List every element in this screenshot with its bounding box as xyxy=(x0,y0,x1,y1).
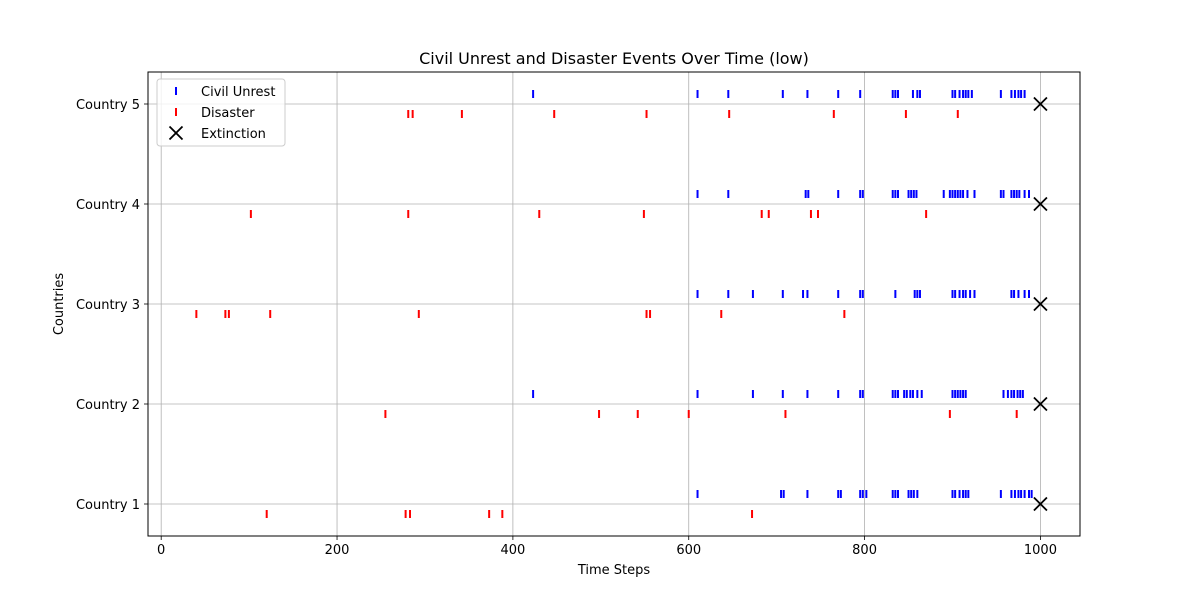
x-tick-label: 800 xyxy=(852,543,877,558)
legend-entry-disaster: Disaster xyxy=(175,106,255,121)
x-tick-label: 0 xyxy=(157,543,165,558)
legend: Civil Unrest Disaster Extinction xyxy=(156,78,286,147)
x-axis-label: Time Steps xyxy=(577,563,651,578)
chart-title: Civil Unrest and Disaster Events Over Ti… xyxy=(419,49,809,68)
legend-swatch xyxy=(168,125,184,141)
y-axis-label: Countries xyxy=(52,273,67,336)
x-tick-label: 1000 xyxy=(1024,543,1057,558)
extinction-marker xyxy=(1033,496,1048,512)
y-tick-label: Country 4 xyxy=(76,198,140,213)
y-tick-label: Country 2 xyxy=(76,398,140,413)
x-tick-label: 400 xyxy=(500,543,525,558)
x-stroke xyxy=(1033,296,1048,312)
legend-box xyxy=(156,78,286,147)
x-stroke xyxy=(1033,96,1048,112)
y-tick-label: Country 1 xyxy=(76,498,140,513)
plot-area xyxy=(195,90,1048,518)
x-stroke xyxy=(1033,396,1048,412)
extinction-marker xyxy=(1033,96,1048,112)
x-axis: 0 200 400 600 800 1000 xyxy=(157,536,1057,558)
x-stroke xyxy=(1033,496,1048,512)
y-tick-label: Country 3 xyxy=(76,298,140,313)
legend-label: Disaster xyxy=(201,106,255,121)
legend-entry-extinction: Extinction xyxy=(168,125,266,142)
grid xyxy=(148,72,1080,536)
y-tick-label: Country 5 xyxy=(76,98,140,113)
x-stroke xyxy=(1033,196,1048,212)
legend-entry-civil-unrest: Civil Unrest xyxy=(175,85,275,100)
x-tick-label: 200 xyxy=(325,543,350,558)
extinction-marker xyxy=(1033,296,1048,312)
legend-label: Extinction xyxy=(201,127,266,142)
legend-label: Civil Unrest xyxy=(201,85,275,100)
extinction-marker xyxy=(1033,396,1048,412)
y-axis: Country 1 Country 2 Country 3 Country 4 Coun… xyxy=(76,98,148,513)
extinction-marker xyxy=(1033,196,1048,212)
x-tick-label: 600 xyxy=(676,543,701,558)
